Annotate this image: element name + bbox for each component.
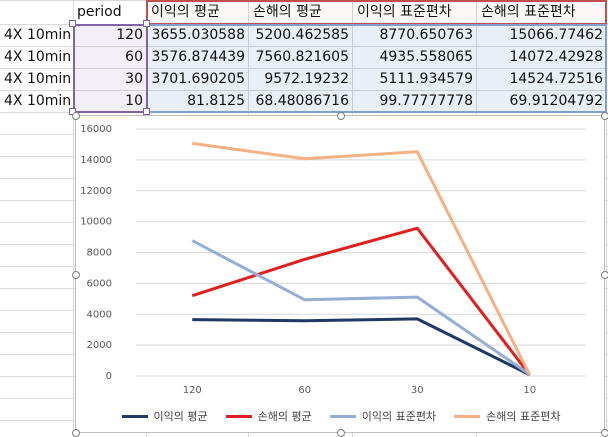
grid-line <box>73 0 74 437</box>
cell-value[interactable]: 5111.934579 <box>379 71 473 87</box>
cell-value[interactable]: 7560.821605 <box>255 49 349 65</box>
cell-value[interactable]: 69.91204792 <box>509 93 603 109</box>
cell-value[interactable]: 5200.462585 <box>255 27 349 43</box>
cell-value[interactable]: 15066.77462 <box>509 27 603 43</box>
header-period[interactable]: period <box>77 4 122 20</box>
y-tick-label: 6000 <box>87 278 112 289</box>
y-tick-label: 8000 <box>87 248 112 259</box>
cell-period[interactable]: 120 <box>116 27 143 43</box>
y-tick-label: 0 <box>106 371 112 382</box>
grid-line <box>0 46 608 47</box>
grid-line <box>0 68 608 69</box>
header-loss-std[interactable]: 손해의 표준편차 <box>481 4 576 20</box>
line-chart[interactable]: 0 2000 4000 6000 8000 10000 12000 14000 16000 120… <box>72 112 608 437</box>
cell-value[interactable]: 99.77777778 <box>379 93 473 109</box>
legend-label: 손해의 평균 <box>257 410 312 423</box>
x-tick-label: 10 <box>523 385 536 396</box>
cell-value[interactable]: 81.8125 <box>187 93 245 109</box>
legend-label: 이익의 평균 <box>153 410 208 423</box>
cell-value[interactable]: 3655.030588 <box>151 27 245 43</box>
row-label[interactable]: 4X 10min <box>4 71 72 87</box>
cell-value[interactable]: 14072.42928 <box>509 49 603 65</box>
cell-value[interactable]: 4935.558065 <box>379 49 473 65</box>
range-handle[interactable] <box>143 20 150 27</box>
range-handle[interactable] <box>143 108 150 115</box>
y-tick-label: 4000 <box>87 309 112 320</box>
category-range[interactable] <box>73 24 148 113</box>
y-tick-label: 14000 <box>80 155 112 166</box>
y-tick-label: 10000 <box>80 217 112 228</box>
cell-value[interactable]: 3701.690205 <box>151 71 245 87</box>
row-label[interactable]: 4X 10min <box>4 27 72 43</box>
series-line[interactable] <box>191 239 531 376</box>
resize-handle[interactable] <box>72 112 80 120</box>
header-profit-std[interactable]: 이익의 표준편차 <box>357 4 452 20</box>
legend-item[interactable]: 이익의 평균 <box>121 408 208 424</box>
legend-swatch <box>121 414 148 418</box>
resize-handle[interactable] <box>337 112 345 120</box>
cell-value[interactable]: 14524.72516 <box>509 71 603 87</box>
resize-handle[interactable] <box>601 271 608 279</box>
resize-handle[interactable] <box>601 429 608 437</box>
grid-line <box>606 0 607 437</box>
series-line[interactable] <box>192 141 532 376</box>
header-loss-mean[interactable]: 손해의 평균 <box>253 4 322 20</box>
chart-legend[interactable]: 이익의 평균 손해의 평균 이익의 표준편차 손해의 표준편차 <box>76 406 606 426</box>
grid-line <box>0 90 608 91</box>
cell-value[interactable]: 3576.874439 <box>151 49 245 65</box>
legend-item[interactable]: 손해의 평균 <box>225 408 312 424</box>
cell-period[interactable]: 10 <box>125 93 143 109</box>
row-label[interactable]: 4X 10min <box>4 93 72 109</box>
cell-value[interactable]: 68.48086716 <box>255 93 349 109</box>
legend-label: 이익의 표준편차 <box>361 410 437 423</box>
chart-plot: 0 2000 4000 6000 8000 10000 12000 14000 16000 120… <box>80 124 586 396</box>
series-line[interactable] <box>192 317 531 377</box>
resize-handle[interactable] <box>601 112 608 120</box>
legend-swatch <box>329 414 356 418</box>
legend-swatch <box>454 414 481 418</box>
resize-handle[interactable] <box>72 429 80 437</box>
cell-period[interactable]: 30 <box>125 71 143 87</box>
x-tick-label: 120 <box>183 385 202 396</box>
cell-period[interactable]: 60 <box>125 49 143 65</box>
legend-item[interactable]: 손해의 표준편차 <box>454 408 560 424</box>
resize-handle[interactable] <box>72 271 80 279</box>
legend-item[interactable]: 이익의 표준편차 <box>329 408 437 424</box>
y-tick-label: 16000 <box>80 124 112 135</box>
range-handle[interactable] <box>69 20 76 27</box>
legend-label: 손해의 표준편차 <box>486 410 561 423</box>
resize-handle[interactable] <box>337 429 345 437</box>
cell-value[interactable]: 8770.650763 <box>379 27 473 43</box>
y-tick-label: 2000 <box>87 340 112 351</box>
y-tick-label: 12000 <box>80 186 112 197</box>
x-tick-label: 60 <box>298 385 311 396</box>
row-label[interactable]: 4X 10min <box>4 49 72 65</box>
x-tick-label: 30 <box>411 385 424 396</box>
series-line[interactable] <box>191 226 531 376</box>
series-values-range[interactable] <box>146 24 607 113</box>
header-profit-mean[interactable]: 이익의 평균 <box>151 4 220 20</box>
legend-swatch <box>225 414 252 418</box>
cell-value[interactable]: 9572.19232 <box>264 71 349 87</box>
